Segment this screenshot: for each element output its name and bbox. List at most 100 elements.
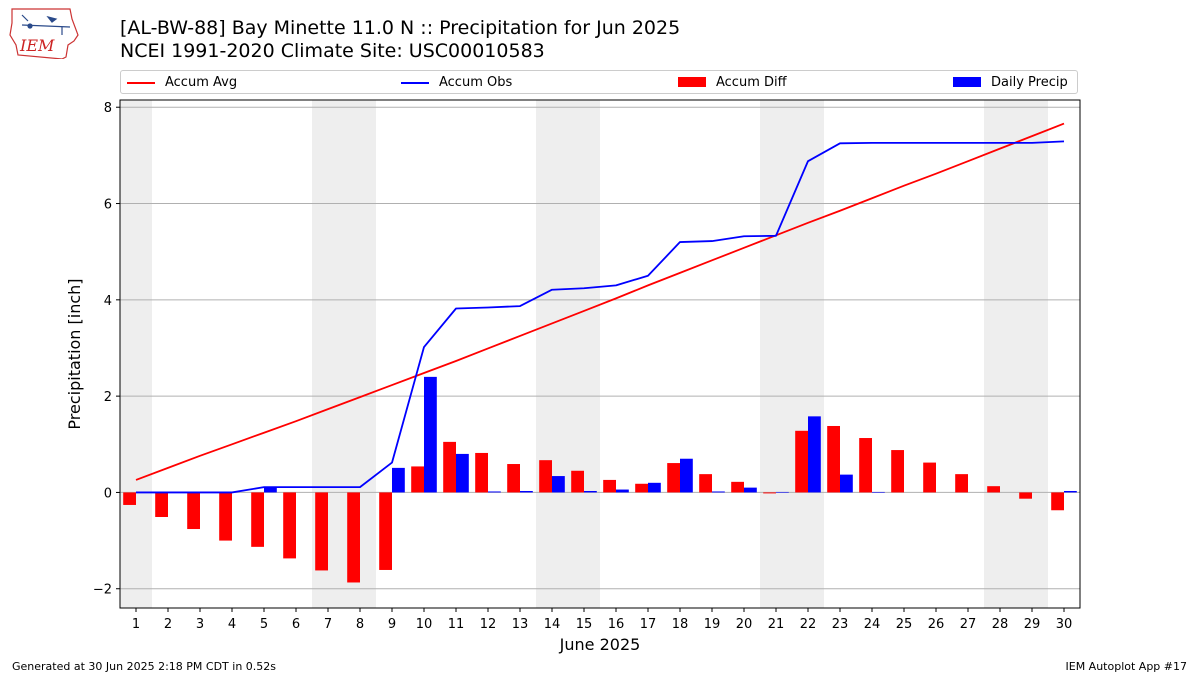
accum-avg-line [135,122,1065,481]
accum-diff-bar [411,466,424,493]
accum-diff-bar [731,481,744,493]
accum-diff-bar [1051,492,1064,511]
accum-diff-bar [795,430,808,493]
line-marks [135,122,1065,494]
accum-diff-bar [443,441,456,493]
daily-precip-bar [584,490,597,493]
accum-diff-bar [283,492,296,559]
daily-precip-bar [648,482,661,493]
daily-precip-bar [776,491,789,493]
accum-diff-bar [571,470,584,493]
bar-marks [123,376,1077,583]
x-tick-label: 22 [800,617,817,632]
accum-diff-bar [187,492,200,530]
iem-logo-text: IEM [19,36,55,55]
legend-label: Accum Diff [716,75,787,90]
accum-diff-bar [1019,492,1032,499]
daily-precip-bar [264,487,277,493]
daily-precip-bar [616,489,629,493]
daily-precip-bar [712,491,725,493]
x-tick-label: 26 [928,617,945,632]
chart-title: [AL-BW-88] Bay Minette 11.0 N :: Precipi… [120,17,681,39]
weekend-band [984,100,1048,608]
y-axis-label: Precipitation [inch] [65,278,84,429]
x-axis-label: June 2025 [559,635,641,654]
x-tick-label: 5 [260,617,268,632]
x-tick-label: 13 [512,617,529,632]
x-tick-label: 29 [1024,617,1041,632]
weekend-band [536,100,600,608]
accum-obs-line [136,140,1065,494]
weekend-shading [120,100,1048,608]
x-tick-label: 27 [960,617,977,632]
chart-subtitle: NCEI 1991-2020 Climate Site: USC00010583 [120,40,545,62]
accum-diff-bar [763,492,776,494]
y-tick-label: 0 [104,486,112,501]
chart-legend: Accum Avg Accum Obs Accum Diff Daily Pre… [120,70,1078,94]
weekend-band [120,100,152,608]
x-tick-label: 18 [672,617,689,632]
legend-label: Accum Avg [165,75,238,90]
daily-precip-bar [744,487,757,493]
accum-diff-bar [699,474,712,493]
daily-precip-bar [1064,490,1077,493]
daily-precip-bar [680,458,693,493]
accum-diff-bar [155,492,168,517]
accum-diff-bar [667,463,680,493]
daily-precip-bar [552,476,565,493]
legend-label: Daily Precip [991,75,1068,90]
x-tick-label: 8 [356,617,364,632]
accum-diff-bar [859,438,872,493]
legend-swatch [953,77,981,87]
daily-precip-bar [392,467,405,493]
x-tick-label: 3 [196,617,204,632]
x-tick-label: 1 [132,617,140,632]
x-tick-label: 12 [480,617,497,632]
accum-diff-bar [987,486,1000,493]
x-tick-label: 14 [544,617,561,632]
iem-logo: IEM [9,8,79,59]
app-note: IEM Autoplot App #17 [1065,660,1188,673]
daily-precip-bar [488,491,501,493]
x-tick-label: 30 [1056,617,1073,632]
accum-diff-bar [955,474,968,493]
accum-diff-bar [475,452,488,493]
daily-precip-bar [456,453,469,493]
accum-diff-bar [923,462,936,493]
legend-swatch [678,77,706,87]
x-tick-label: 4 [228,617,236,632]
x-tick-label: 24 [864,617,881,632]
accum-diff-bar [379,492,392,570]
x-tick-label: 9 [388,617,396,632]
accum-diff-bar [251,492,264,547]
accum-diff-bar [347,492,360,583]
x-tick-label: 23 [832,617,849,632]
x-tick-label: 21 [768,617,785,632]
y-tick-label: 4 [104,294,112,309]
x-tick-label: 20 [736,617,753,632]
x-tick-label: 15 [576,617,593,632]
legend-swatch [127,82,155,84]
x-tick-label: 19 [704,617,721,632]
legend-label: Accum Obs [439,75,513,90]
accum-diff-bar [123,492,136,505]
weekend-band [760,100,824,608]
accum-diff-bar [219,492,232,541]
x-tick-label: 2 [164,617,172,632]
y-tick-label: 8 [104,101,112,116]
daily-precip-bar [808,416,821,493]
plot-frame [119,99,1081,609]
y-tick-label: 2 [104,390,112,405]
x-tick-label: 10 [416,617,433,632]
daily-precip-bar [872,491,885,493]
y-tick-label: 6 [104,198,112,213]
x-tick-label: 16 [608,617,625,632]
y-tick-label: −2 [93,583,112,598]
y-gridlines [120,106,1080,590]
legend-swatch [401,82,429,84]
accum-diff-bar [539,460,552,493]
x-tick-label: 6 [292,617,300,632]
accum-diff-bar [507,464,520,493]
